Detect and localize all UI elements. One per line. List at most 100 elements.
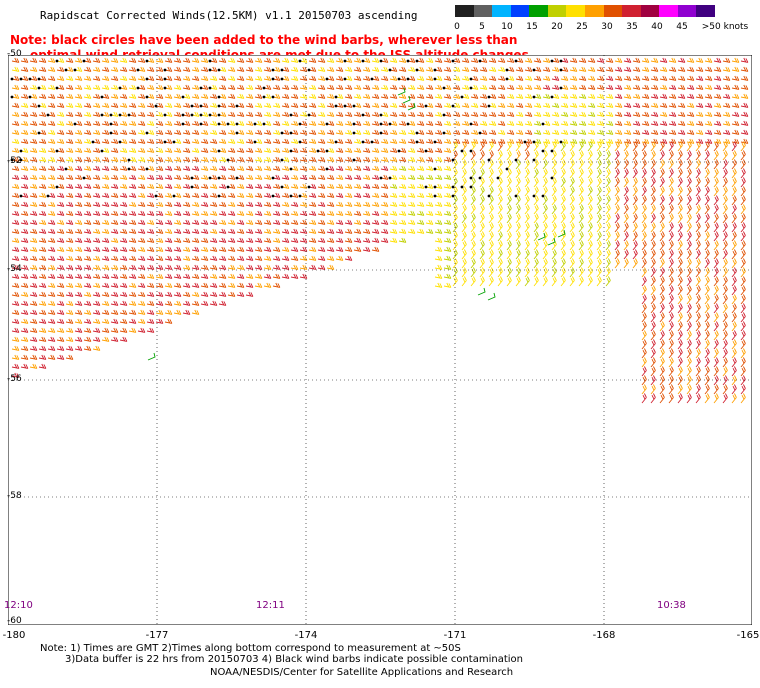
wind-barb [722,249,728,260]
wind-barb [479,204,485,215]
wind-barb [128,102,137,108]
contamination-dot [478,176,482,180]
wind-barb [632,186,638,197]
wind-barb [164,246,173,252]
wind-barb [695,213,701,224]
wind-barb [74,93,83,99]
wind-barb [182,183,191,189]
wind-barb [11,264,20,270]
wind-barb [623,129,632,135]
wind-barb [317,66,326,72]
wind-barb [407,84,416,90]
wind-barb [263,210,272,216]
wind-barb [641,393,647,404]
wind-barb [497,222,503,233]
contamination-dot [262,86,266,90]
wind-barb [425,201,434,207]
wind-barb [731,75,740,81]
wind-barb [605,120,614,126]
contamination-dot [19,194,23,198]
wind-barb [668,375,674,386]
wind-barb [47,129,56,135]
wind-barb [362,237,371,243]
wind-barb [650,222,656,233]
wind-barb [200,291,209,297]
wind-barb [308,75,317,81]
wind-barb [92,84,101,90]
wind-barb [317,201,326,207]
wind-barb [713,84,722,90]
wind-barb [650,285,656,296]
wind-barb [560,159,566,170]
wind-barb [245,165,254,171]
wind-barb [308,84,317,90]
wind-barb [290,219,299,225]
wind-barb [218,246,227,252]
wind-barb [11,354,20,360]
wind-barb [353,138,362,144]
wind-barb [191,246,200,252]
wind-barb [614,111,623,117]
wind-barb [434,156,443,162]
contamination-dot [352,122,356,126]
wind-barb [650,102,659,108]
wind-barb [569,213,575,224]
wind-barb [110,165,119,171]
contamination-dot [325,167,329,171]
wind-barb [731,258,737,269]
wind-barb [362,174,371,180]
wind-barb [560,240,566,251]
wind-barb [83,147,92,153]
color-swatch [510,5,530,17]
wind-barb [272,219,281,225]
wind-barb [137,165,146,171]
wind-barb [56,246,65,252]
wind-barb [434,102,443,108]
wind-barb [20,246,29,252]
wind-barb [650,111,659,117]
wind-barb [245,228,254,234]
wind-barb [398,201,407,207]
wind-barb [173,282,182,288]
wind-barb [659,348,665,359]
wind-barb [38,66,47,72]
wind-barb [443,93,452,99]
wind-barb [641,93,650,99]
wind-barb [497,177,503,188]
wind-barb [686,168,692,179]
wind-barb [713,393,719,404]
wind-barb [425,219,434,225]
wind-barb [686,120,695,126]
wind-barb [308,156,317,162]
wind-barb [731,57,740,63]
wind-barb [470,186,476,197]
contamination-dot [217,122,221,126]
wind-barb [29,273,38,279]
wind-barb [218,255,227,261]
wind-barb [740,249,746,260]
wind-barb [389,147,398,153]
contamination-dot [406,59,410,63]
contamination-dot [532,158,536,162]
wind-barb [65,246,74,252]
wind-barb [191,201,200,207]
wind-barb [497,57,506,63]
wind-barb [173,66,182,72]
wind-barb [677,258,683,269]
wind-barb [281,228,290,234]
longitude-label: -177 [145,630,169,641]
wind-barb [722,330,728,341]
wind-barb [308,129,317,135]
wind-barb [533,213,539,224]
wind-barb [236,165,245,171]
wind-barb [74,156,83,162]
wind-barb [650,393,656,404]
wind-barb [731,303,737,314]
wind-barb [641,204,647,215]
wind-barb [227,111,236,117]
contamination-dot [289,131,293,135]
wind-barb [272,264,281,270]
wind-barb [722,177,728,188]
wind-barb [668,393,674,404]
wind-barb [47,318,56,324]
